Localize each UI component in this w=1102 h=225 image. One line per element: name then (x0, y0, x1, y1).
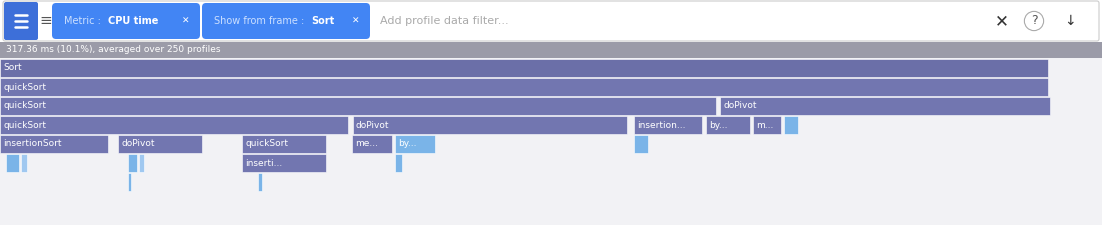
Text: Sort: Sort (3, 63, 22, 72)
Bar (353, 116, 627, 134)
Text: doPivot: doPivot (121, 140, 154, 148)
Text: 317.36 ms (10.1%), averaged over 250 profiles: 317.36 ms (10.1%), averaged over 250 pro… (6, 45, 220, 54)
Bar (0, 135, 108, 153)
Bar (352, 135, 392, 153)
Text: quickSort: quickSort (245, 140, 288, 148)
Text: insertionSort: insertionSort (3, 140, 62, 148)
Bar (0, 42, 1102, 58)
Bar (0, 58, 1102, 225)
Text: ?: ? (1030, 14, 1037, 27)
Text: doPivot: doPivot (356, 121, 389, 130)
Bar (0, 97, 716, 115)
Bar (0, 0, 1102, 42)
Text: by...: by... (398, 140, 417, 148)
Bar (139, 154, 144, 172)
Text: Metric :: Metric : (64, 16, 104, 26)
Bar (634, 116, 702, 134)
Text: ↓: ↓ (1065, 14, 1076, 28)
Bar (128, 173, 131, 191)
Text: quickSort: quickSort (3, 101, 46, 110)
Text: doPivot: doPivot (723, 101, 756, 110)
Text: ✕: ✕ (995, 12, 1009, 30)
Text: quickSort: quickSort (3, 121, 46, 130)
Text: by...: by... (709, 121, 727, 130)
Text: Show from frame :: Show from frame : (214, 16, 307, 26)
Bar (706, 116, 750, 134)
Text: inserti...: inserti... (245, 158, 282, 167)
Text: CPU time: CPU time (108, 16, 159, 26)
FancyBboxPatch shape (52, 3, 199, 39)
Bar (21, 154, 28, 172)
Bar (753, 116, 781, 134)
Bar (395, 135, 435, 153)
Bar (242, 154, 326, 172)
Text: me...: me... (355, 140, 378, 148)
Bar (0, 59, 1048, 77)
FancyBboxPatch shape (202, 3, 370, 39)
Text: quickSort: quickSort (3, 83, 46, 92)
FancyBboxPatch shape (4, 2, 37, 40)
Text: ≡: ≡ (40, 14, 53, 29)
Text: Sort: Sort (311, 16, 334, 26)
Text: Add profile data filter...: Add profile data filter... (380, 16, 509, 26)
Bar (784, 116, 798, 134)
Bar (0, 116, 348, 134)
Bar (6, 154, 19, 172)
Text: insertion...: insertion... (637, 121, 685, 130)
Bar (128, 154, 137, 172)
Bar (242, 135, 326, 153)
Bar (395, 154, 402, 172)
Bar (720, 97, 1050, 115)
Bar (0, 78, 1048, 96)
Text: ✕: ✕ (353, 16, 359, 25)
FancyBboxPatch shape (3, 1, 1099, 41)
Bar (118, 135, 202, 153)
Bar (634, 135, 648, 153)
Bar (258, 173, 262, 191)
Text: m...: m... (756, 121, 774, 130)
Text: ✕: ✕ (182, 16, 190, 25)
